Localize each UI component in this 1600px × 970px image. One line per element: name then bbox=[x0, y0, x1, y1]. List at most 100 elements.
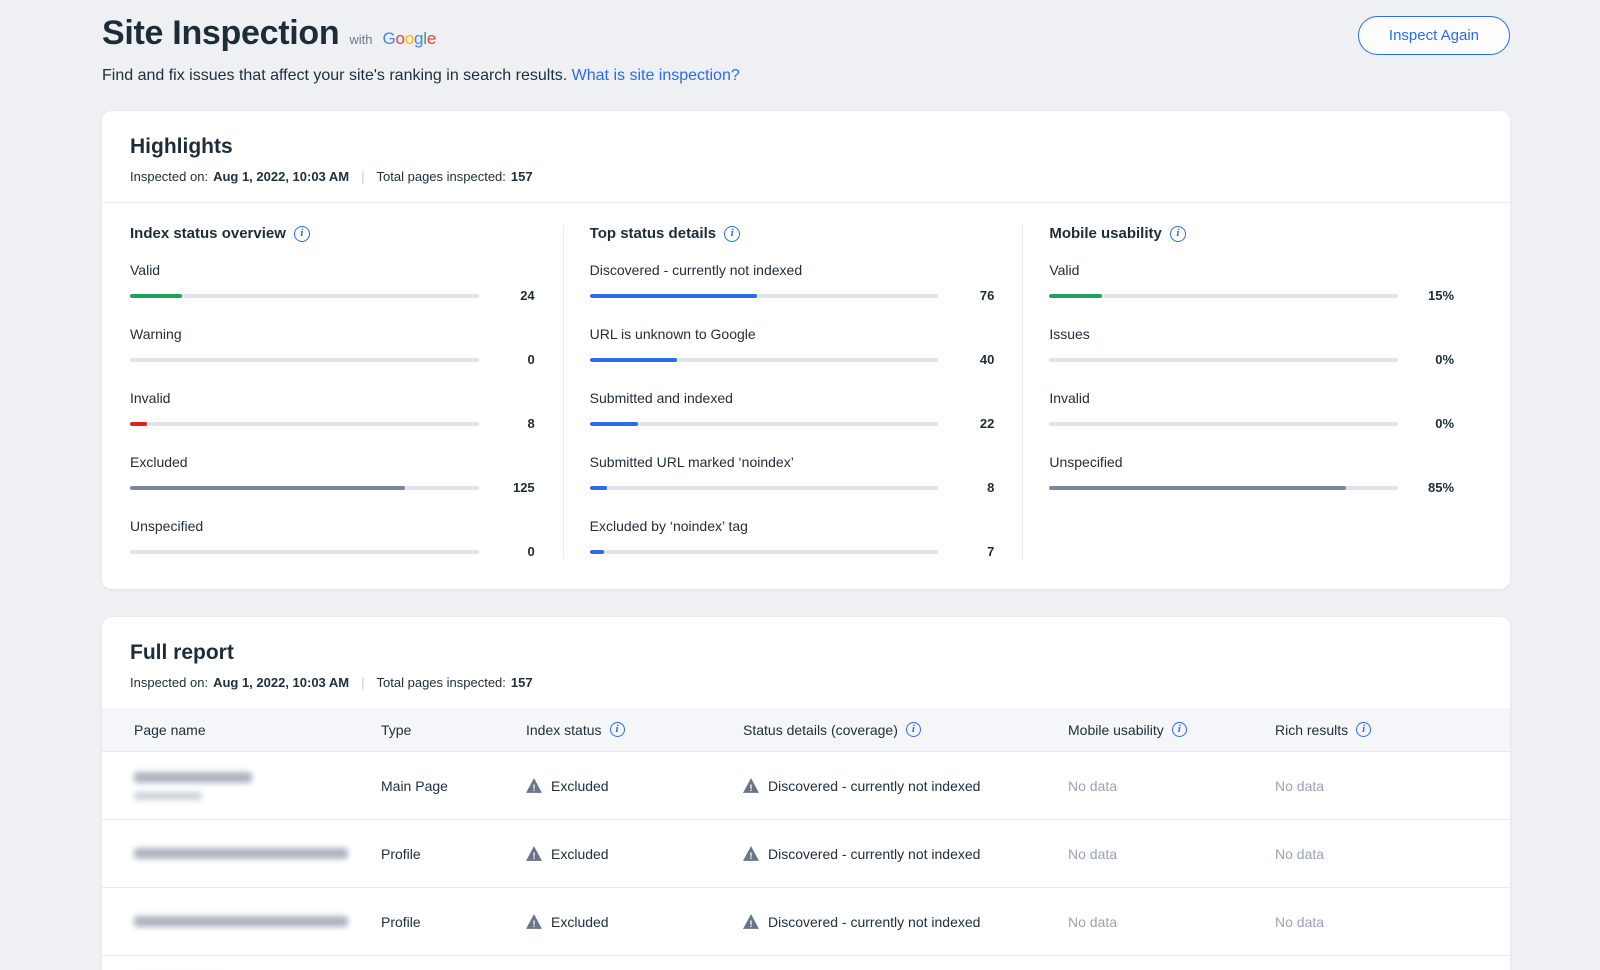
subtitle-row: Find and fix issues that affect your sit… bbox=[102, 67, 740, 85]
progress-track bbox=[1049, 293, 1399, 298]
page-title: Site Inspection bbox=[102, 14, 340, 52]
stat-label: Unspecified bbox=[130, 518, 204, 534]
stat-value: 22 bbox=[979, 416, 995, 431]
table-row: Main Page Excluded Discovered - currentl… bbox=[102, 752, 1510, 820]
progress-fill bbox=[589, 293, 758, 298]
info-icon[interactable] bbox=[905, 722, 921, 737]
rich-results-cell: No data bbox=[1275, 845, 1325, 862]
warning-icon bbox=[526, 846, 542, 861]
column-header-index-status: Index status bbox=[526, 722, 743, 738]
progress-track bbox=[589, 549, 939, 554]
column-header-page-name: Page name bbox=[134, 721, 206, 738]
progress-fill bbox=[130, 421, 148, 426]
stat-row-url-unknown: URL is unknown to Google 40 bbox=[589, 326, 995, 367]
index-status-text: Excluded bbox=[551, 845, 609, 862]
progress-fill bbox=[1049, 485, 1346, 490]
inspect-again-button[interactable]: Inspect Again bbox=[1357, 16, 1510, 55]
stat-label: Excluded by ‘noindex’ tag bbox=[589, 518, 748, 534]
warning-icon bbox=[526, 778, 542, 793]
inspected-on-label: Inspected on: bbox=[130, 169, 209, 184]
mobile-usability-cell: No data bbox=[1068, 845, 1118, 862]
index-status-text: Excluded bbox=[551, 777, 609, 794]
stat-label: URL is unknown to Google bbox=[589, 326, 756, 342]
index-status-cell: Excluded bbox=[526, 778, 743, 794]
info-icon[interactable] bbox=[1171, 722, 1187, 737]
progress-fill bbox=[589, 357, 677, 362]
page-name-redacted[interactable] bbox=[134, 771, 381, 800]
stat-label: Valid bbox=[1049, 262, 1080, 278]
stat-row-excluded: Excluded 125 bbox=[130, 454, 535, 495]
index-status-text: Excluded bbox=[551, 913, 609, 930]
column-header-type: Type bbox=[381, 721, 412, 738]
status-details-cell: Discovered - currently not indexed bbox=[743, 778, 1068, 794]
stat-value: 0% bbox=[1435, 352, 1455, 367]
progress-track bbox=[1049, 421, 1399, 426]
stat-value: 125 bbox=[512, 480, 535, 495]
google-logo: Google bbox=[382, 29, 437, 48]
meta-separator: | bbox=[361, 675, 365, 690]
page-type: Main Page bbox=[381, 777, 448, 794]
mobile-usability-column: Mobile usability Valid 15% Issues 0% Inv… bbox=[1022, 225, 1482, 559]
title-row: Site Inspection with Google bbox=[102, 14, 740, 53]
stat-row-unspecified: Unspecified 0 bbox=[130, 518, 535, 559]
warning-icon bbox=[743, 914, 759, 929]
stat-value: 8 bbox=[987, 480, 995, 495]
highlights-meta: Inspected on: Aug 1, 2022, 10:03 AM | To… bbox=[130, 169, 1482, 184]
page-subtitle: Find and fix issues that affect your sit… bbox=[102, 67, 568, 84]
mobile-usability-cell: No data bbox=[1068, 913, 1118, 930]
inspected-on-value: Aug 1, 2022, 10:03 AM bbox=[213, 169, 350, 184]
highlights-card: Highlights Inspected on: Aug 1, 2022, 10… bbox=[102, 111, 1510, 589]
info-icon[interactable] bbox=[1169, 225, 1186, 242]
column-title: Mobile usability bbox=[1049, 225, 1162, 242]
full-report-head: Full report Inspected on: Aug 1, 2022, 1… bbox=[102, 617, 1510, 708]
rich-results-cell: No data bbox=[1275, 777, 1325, 794]
progress-track bbox=[130, 549, 479, 554]
with-label: with bbox=[349, 32, 373, 47]
inspected-on-value: Aug 1, 2022, 10:03 AM bbox=[213, 675, 350, 690]
column-title: Index status overview bbox=[130, 225, 286, 242]
index-status-cell: Excluded bbox=[526, 846, 743, 862]
warning-icon bbox=[526, 914, 542, 929]
stat-row-excluded-noindex: Excluded by ‘noindex’ tag 7 bbox=[589, 518, 994, 559]
progress-track bbox=[589, 357, 939, 362]
stat-value: 0% bbox=[1435, 416, 1455, 431]
progress-track bbox=[1049, 357, 1399, 362]
redacted-text bbox=[134, 791, 202, 800]
column-header-rich-results: Rich results bbox=[1275, 722, 1478, 738]
stat-value: 76 bbox=[979, 288, 995, 303]
what-is-site-inspection-link[interactable]: What is site inspection? bbox=[571, 67, 740, 84]
highlights-columns: Index status overview Valid 24 Warning 0… bbox=[102, 203, 1510, 589]
info-icon[interactable] bbox=[293, 225, 310, 242]
info-icon[interactable] bbox=[609, 722, 625, 737]
full-report-title: Full report bbox=[130, 641, 234, 664]
total-pages-label: Total pages inspected: bbox=[376, 675, 506, 690]
page-name-redacted[interactable] bbox=[134, 848, 381, 859]
stat-row-warning: Warning 0 bbox=[130, 326, 535, 367]
stat-row-unspecified: Unspecified 85% bbox=[1049, 454, 1454, 495]
column-header-status-details: Status details (coverage) bbox=[743, 722, 1068, 738]
table-header: Page name Type Index status Status detai… bbox=[102, 708, 1510, 752]
stat-value: 40 bbox=[979, 352, 995, 367]
info-icon[interactable] bbox=[724, 225, 741, 242]
page-name-redacted[interactable] bbox=[134, 916, 381, 927]
stat-label: Submitted URL marked ‘noindex’ bbox=[589, 454, 794, 470]
progress-track bbox=[130, 485, 479, 490]
info-icon[interactable] bbox=[1356, 722, 1372, 737]
table-row: Profile Excluded Discovered - currently … bbox=[102, 820, 1510, 888]
progress-fill bbox=[589, 421, 639, 426]
stat-row-issues: Issues 0% bbox=[1049, 326, 1454, 367]
warning-icon bbox=[743, 778, 759, 793]
stat-label: Submitted and indexed bbox=[589, 390, 733, 406]
warning-icon bbox=[743, 846, 759, 861]
stat-label: Invalid bbox=[1049, 390, 1090, 406]
column-header-mobile-usability: Mobile usability bbox=[1068, 722, 1275, 738]
page-type: Profile bbox=[381, 845, 421, 862]
stat-row-discovered: Discovered - currently not indexed 76 bbox=[589, 262, 995, 303]
stat-value: 0 bbox=[527, 544, 535, 559]
stat-label: Warning bbox=[130, 326, 182, 342]
progress-track bbox=[1049, 485, 1399, 490]
highlights-head: Highlights Inspected on: Aug 1, 2022, 10… bbox=[102, 111, 1510, 202]
page-type: Profile bbox=[381, 913, 421, 930]
stat-value: 85% bbox=[1427, 480, 1455, 495]
